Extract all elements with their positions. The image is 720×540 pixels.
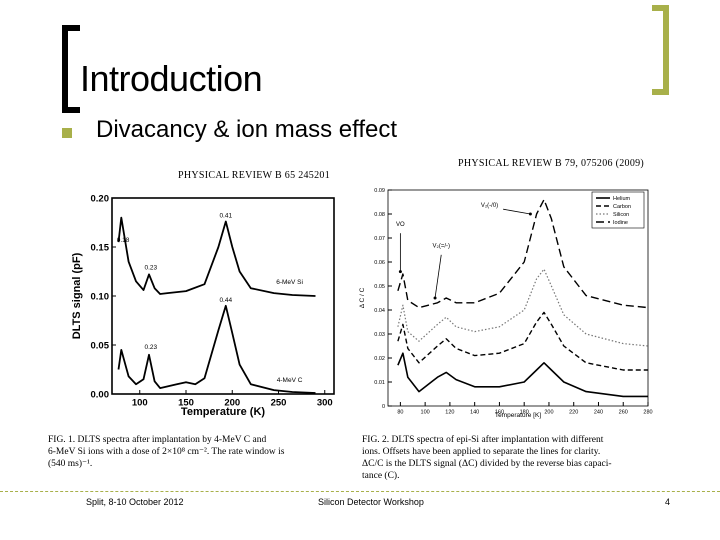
y-tick-label: 0.02 — [374, 356, 385, 362]
left-bracket — [62, 25, 80, 113]
legend-label-carbon: Carbon — [613, 204, 631, 210]
y-tick-label: 0.09 — [374, 188, 385, 194]
footer-event: Silicon Detector Workshop — [318, 497, 424, 507]
figure1-chart: 100 150 200 250 300 0.00 0.05 0.10 0.15 0.20 Tempe… — [71, 193, 335, 418]
v2-minus-arrow-head — [433, 296, 437, 300]
annotation-0-41: 0.41 — [219, 213, 232, 220]
series-line-silicon — [397, 268, 649, 347]
x-tick-label: 180 — [520, 410, 529, 416]
x-tick-label: 200 — [224, 398, 240, 409]
y-tick-label: 0.05 — [91, 340, 110, 351]
slide-title: Introduction — [80, 58, 263, 99]
x-tick-label: 100 — [421, 410, 430, 416]
bullet-text: Divacancy & ion mass effect — [96, 116, 398, 143]
figure1-journal: PHYSICAL REVIEW B 65 245201 — [178, 170, 330, 181]
annotation-0-23: 0.23 — [145, 344, 158, 351]
annotation-0-23: 0.23 — [145, 265, 158, 272]
legend-label-helium: Helium — [613, 196, 631, 202]
y-tick-label: 0.08 — [374, 212, 385, 218]
figure1-caption-line-3: (540 ms)⁻¹. — [48, 459, 93, 469]
y-tick-label: 0.03 — [374, 332, 385, 338]
y-axis-label: Δ C / C — [359, 287, 366, 308]
x-tick-label: 220 — [569, 410, 578, 416]
x-tick-label: 100 — [132, 398, 148, 409]
x-tick-label: 140 — [470, 410, 479, 416]
figure1-caption-line-2: 6-MeV Si ions with a dose of 2×10⁸ cm⁻².… — [48, 447, 285, 457]
x-tick-label: 300 — [317, 398, 333, 409]
annotation-4-mev-c: 4-MeV C — [277, 377, 303, 384]
v2-zero-arrow — [503, 208, 531, 215]
x-tick-label: 280 — [643, 410, 652, 416]
series-line-helium — [397, 352, 648, 398]
annotation-v: V₂(=/-) — [432, 244, 450, 250]
x-tick-label: 240 — [594, 410, 603, 416]
y-tick-label: 0.07 — [374, 236, 385, 242]
figure2-caption-line-1: FIG. 2. DLTS spectra of epi-Si after imp… — [362, 435, 604, 445]
legend-label-iodine: Iodine — [613, 220, 628, 226]
y-tick-label: 0.05 — [374, 284, 385, 290]
y-tick-label: 0.10 — [91, 291, 110, 302]
page-number: 4 — [665, 497, 671, 507]
x-tick-label: 200 — [544, 410, 553, 416]
right-bracket — [652, 5, 669, 95]
vo-arrow-head — [398, 270, 402, 274]
footer-divider — [0, 491, 720, 492]
x-tick-label: 120 — [445, 410, 454, 416]
y-axis-label: DLTS signal (pF) — [71, 252, 83, 339]
footer-date: Split, 8-10 October 2012 — [86, 497, 184, 507]
annotation-v-0: V₂(-/0) — [481, 203, 498, 209]
plot-frame — [387, 189, 649, 407]
x-tick-label: 150 — [178, 398, 194, 409]
figure2-caption-line-3: ΔC/C is the DLTS signal (ΔC) divided by … — [362, 459, 612, 469]
figure1-caption: FIG. 1. DLTS spectra after implantation … — [48, 434, 348, 470]
figure2-journal: PHYSICAL REVIEW B 79, 075206 (2009) — [458, 158, 645, 169]
y-tick-label: 0.01 — [374, 380, 385, 386]
x-tick-label: 260 — [619, 410, 628, 416]
y-tick-label: 0.15 — [91, 242, 110, 253]
series-line-6-mev-si — [117, 216, 316, 297]
bullet-square-icon — [62, 128, 72, 138]
figure2-caption: FIG. 2. DLTS spectra of epi-Si after imp… — [362, 434, 662, 482]
y-tick-label: 0.04 — [374, 308, 385, 314]
y-tick-label: 0.20 — [91, 193, 110, 204]
y-tick-label: 0 — [382, 404, 385, 410]
v2-minus-arrow — [434, 254, 442, 299]
annotation-0-18: 0.18 — [117, 237, 130, 244]
x-tick-label: 160 — [495, 410, 504, 416]
legend-label-silicon: Silicon — [613, 212, 629, 218]
figure1-caption-line-1: FIG. 1. DLTS spectra after implantation … — [48, 435, 267, 445]
series-line-iodine — [397, 198, 649, 309]
x-axis-label: Temperature [K] — [495, 412, 541, 419]
figure2-caption-line-2: ions. Offsets have been applied to separ… — [362, 447, 601, 457]
series-line-carbon — [397, 311, 648, 371]
annotation-6-mev-si: 6-MeV Si — [276, 279, 303, 286]
x-tick-label: 250 — [271, 398, 287, 409]
v2-zero-arrow-head — [528, 212, 532, 216]
figure2-chart: 80 100 120 140 160 180 200 220 240 260 280 0 0.01 0.0… — [359, 188, 653, 419]
annotation-vo: VO — [396, 222, 405, 228]
series-line-4-mev-c — [117, 304, 316, 394]
figure2-caption-line-4: tance (C). — [362, 471, 400, 481]
x-axis-label: Temperature (K) — [181, 406, 265, 418]
y-tick-label: 0.06 — [374, 260, 385, 266]
x-tick-label: 80 — [397, 410, 403, 416]
y-tick-label: 0.00 — [91, 389, 110, 400]
annotation-0-44: 0.44 — [219, 297, 232, 304]
